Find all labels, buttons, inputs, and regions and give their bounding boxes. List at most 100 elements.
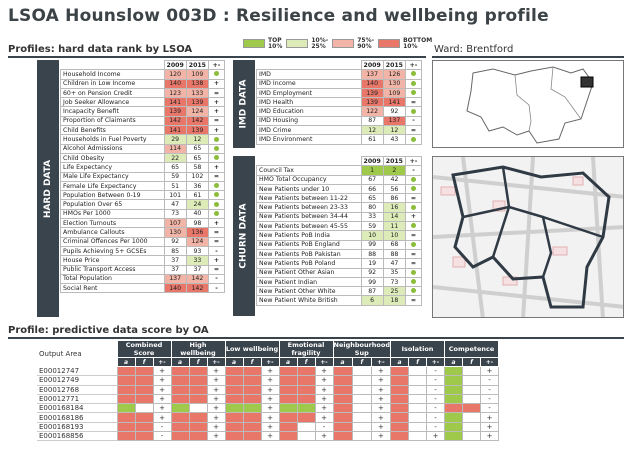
score-a-cell <box>278 393 298 405</box>
trend-cell: + <box>208 97 225 108</box>
value-2015: 142 <box>185 283 210 294</box>
row-label: IMD Crime <box>256 125 362 136</box>
row-label: IMD Education <box>256 106 362 117</box>
improvement-dot-icon <box>214 136 219 142</box>
table-row: E00012768 + + + + + - - <box>37 384 500 395</box>
value-2015: 124 <box>185 106 210 117</box>
score-f-cell <box>408 365 428 377</box>
value-2015: 12 <box>185 134 210 145</box>
score-f-cell <box>351 431 372 442</box>
ward-label: Ward: Brentford <box>434 44 514 55</box>
legend-swatch <box>243 39 265 48</box>
score-a-cell <box>116 421 136 433</box>
score-a-cell <box>170 412 190 423</box>
trend-cell: + <box>208 78 225 89</box>
trend-cell <box>405 106 422 117</box>
value-2015: 109 <box>382 87 407 99</box>
output-area-code: E000168193 <box>37 422 117 433</box>
legend-swatch <box>286 39 309 48</box>
score-trend-cell: + <box>152 393 172 405</box>
score-f-cell <box>351 365 372 377</box>
value-2015: 10 <box>382 230 407 241</box>
score-f-cell <box>462 393 482 405</box>
table-row: IMD Health 139 141 = <box>256 97 422 108</box>
value-2015: 65 <box>185 152 210 164</box>
trend-cell <box>208 134 225 145</box>
trend-cell <box>405 286 422 297</box>
column-header: 2015 <box>382 59 407 71</box>
table-row: New Patients PoB England 99 68 <box>256 239 422 250</box>
row-label: New Patient Other Asian <box>256 267 362 278</box>
score-a-cell <box>170 393 190 405</box>
improvement-dot-icon <box>411 136 416 142</box>
value-2009: 101 <box>163 190 187 201</box>
score-f-cell <box>188 384 208 395</box>
score-trend-cell: + <box>206 393 226 405</box>
score-a-cell <box>170 431 190 442</box>
score-f-cell <box>351 421 372 433</box>
value-2015: 126 <box>382 69 407 80</box>
table-row: HMOs Per 1000 73 40 <box>60 208 225 220</box>
score-a-cell <box>278 431 298 442</box>
score-f-cell <box>462 421 482 433</box>
score-group-header: High wellbeing <box>170 340 226 358</box>
trend-cell <box>405 183 422 195</box>
score-trend-cell: + <box>206 375 226 386</box>
score-trend-cell: - <box>314 421 334 433</box>
row-label: New Patients PoB England <box>256 239 362 250</box>
score-trend-cell: - <box>152 431 172 442</box>
row-label: IMD Environment <box>256 134 362 145</box>
row-label: New Patients between 45-55 <box>256 221 362 232</box>
header-blank <box>60 60 165 70</box>
sub-header: +- <box>426 357 446 367</box>
score-f-cell <box>188 403 208 414</box>
score-a-cell <box>332 393 353 405</box>
table-row: New Patients under 10 66 56 <box>256 183 422 195</box>
trend-cell: + <box>208 125 225 136</box>
value-2009: 141 <box>163 125 187 136</box>
sub-header: f <box>351 357 372 367</box>
trend-cell <box>208 69 225 80</box>
value-2015: 61 <box>185 190 210 201</box>
table-row: IMD Income 140 130 <box>256 78 422 89</box>
row-label: Male Life Expectancy <box>60 171 165 182</box>
score-f-cell <box>351 384 372 395</box>
row-label: New Patients between 34-44 <box>256 211 362 223</box>
trend-cell: + <box>208 162 225 173</box>
score-a-cell <box>170 365 190 377</box>
score-a-cell <box>116 403 136 414</box>
score-f-cell <box>188 412 208 423</box>
table-row: E000168184 + + + + + - - <box>37 403 500 414</box>
score-f-cell <box>242 375 262 386</box>
table-row: Election Turnouts 107 98 + <box>60 218 225 229</box>
score-a-cell <box>224 365 244 377</box>
hard-data-table: 2009 2015 +- Household Income 120 109 Children… <box>60 59 225 294</box>
trend-cell <box>405 202 422 213</box>
trend-cell: + <box>208 255 225 266</box>
table-row: Public Transport Access 37 37 = <box>60 264 225 275</box>
score-a-cell <box>332 375 353 386</box>
score-trend-cell: + <box>370 431 392 442</box>
legend-label: TOP 10% <box>268 37 283 50</box>
value-2009: 140 <box>360 78 384 89</box>
row-label: Social Rent <box>60 283 165 294</box>
score-trend-cell: - <box>426 403 446 414</box>
value-2015: 130 <box>382 78 407 89</box>
score-a-cell <box>332 384 353 395</box>
score-f-cell <box>134 412 154 423</box>
table-row: House Price 37 33 + <box>60 255 225 266</box>
improvement-dot-icon <box>411 176 416 182</box>
value-2015: 137 <box>382 115 407 127</box>
value-2015: 36 <box>185 180 210 192</box>
row-label: House Price <box>60 255 165 266</box>
table-row: Male Life Expectancy 59 102 = <box>60 171 225 182</box>
value-2015: 25 <box>382 286 407 297</box>
score-trend-cell: + <box>314 412 334 423</box>
ward-divider <box>432 56 624 58</box>
score-trend-cell: + <box>206 403 226 414</box>
score-a-cell <box>444 421 464 433</box>
table-header-row: 2009 2015 +- <box>256 59 422 71</box>
legend-item: 10%- 25% <box>286 38 328 50</box>
trend-cell: = <box>405 193 422 204</box>
row-label: Criminal Offences Per 1000 <box>60 236 165 247</box>
